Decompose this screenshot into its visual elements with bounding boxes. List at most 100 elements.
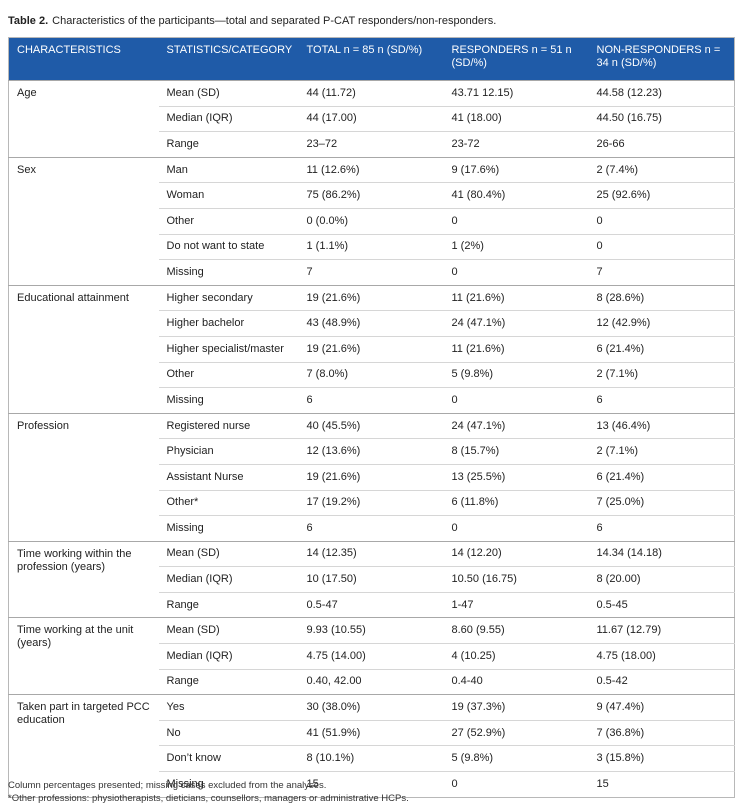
table-row: Physician 12 (13.6%) 8 (15.7%) 2 (7.1%) bbox=[9, 438, 735, 465]
header-cell: CHARACTERISTICS bbox=[8, 37, 159, 81]
group-label: Time working at the unit (years) bbox=[8, 617, 159, 695]
value-cell: 75 (86.2%) bbox=[298, 182, 444, 209]
value-cell: 6 bbox=[588, 515, 735, 542]
category-cell: Higher specialist/master bbox=[158, 335, 299, 363]
category-cell: No bbox=[158, 719, 299, 746]
table-row: Age Mean (SD) 44 (11.72) 43.71 12.15) 44.58 … bbox=[8, 80, 735, 158]
category-cell: Median (IQR) bbox=[158, 643, 299, 670]
table-row: Don’t know 8 (10.1%) 5 (9.8%) 3 (15.8%) bbox=[9, 745, 735, 772]
value-cell: 0 bbox=[588, 233, 735, 260]
value-cell: 10 (17.50) bbox=[298, 566, 444, 593]
table-row: Median (IQR) 4.75 (14.00) 4 (10.25) 4.75 (1… bbox=[9, 643, 735, 670]
header-cell: RESPONDERS n = 51 n (SD/%) bbox=[443, 37, 589, 81]
header-cell: NON-RESPONDERS n = 34 n (SD/%) bbox=[588, 37, 735, 81]
value-cell: 19 (37.3%) bbox=[443, 694, 589, 721]
value-cell: 11.67 (12.79) bbox=[588, 617, 735, 644]
table-row: Range 23–72 23-72 26-66 bbox=[9, 131, 735, 158]
value-cell: 12 (13.6%) bbox=[298, 438, 444, 465]
category-cell: Other bbox=[158, 361, 299, 388]
value-cell: 44.50 (16.75) bbox=[588, 105, 735, 132]
table-row: No 41 (51.9%) 27 (52.9%) 7 (36.8%) bbox=[9, 719, 735, 746]
table-row: Other 0 (0.0%) 0 0 bbox=[9, 207, 735, 235]
category-cell: Range bbox=[158, 591, 299, 618]
category-cell: Don’t know bbox=[158, 745, 299, 772]
value-cell: 40 (45.5%) bbox=[298, 412, 444, 439]
group-label: Profession bbox=[8, 412, 159, 542]
value-cell: 15 bbox=[588, 771, 735, 798]
value-cell: 44.58 (12.23) bbox=[588, 80, 735, 107]
value-cell: 6 (11.8%) bbox=[443, 489, 589, 516]
value-cell: 30 (38.0%) bbox=[298, 694, 444, 721]
value-cell: 0.5-45 bbox=[588, 591, 735, 618]
value-cell: 41 (51.9%) bbox=[298, 719, 444, 746]
table-row: Missing 6 0 6 bbox=[9, 515, 735, 542]
value-cell: 4.75 (14.00) bbox=[298, 643, 444, 670]
category-cell: Assistant Nurse bbox=[158, 463, 299, 490]
value-cell: 2 (7.4%) bbox=[588, 156, 735, 183]
value-cell: 0 bbox=[443, 771, 589, 798]
value-cell: 7 bbox=[298, 259, 444, 286]
category-cell: Missing bbox=[158, 771, 299, 798]
value-cell: 44 (11.72) bbox=[298, 80, 444, 107]
value-cell: 13 (46.4%) bbox=[588, 412, 735, 439]
value-cell: 10.50 (16.75) bbox=[443, 566, 589, 593]
value-cell: 24 (47.1%) bbox=[443, 310, 589, 337]
value-cell: 19 (21.6%) bbox=[298, 463, 444, 490]
value-cell: 7 (8.0%) bbox=[298, 361, 444, 388]
value-cell: 25 (92.6%) bbox=[588, 182, 735, 209]
group-label: Time working within the profession (year… bbox=[8, 540, 159, 618]
value-cell: 0.5-42 bbox=[588, 668, 735, 695]
value-cell: 6 bbox=[588, 387, 735, 414]
table-body: Age Mean (SD) 44 (11.72) 43.71 12.15) 44.58 … bbox=[8, 80, 735, 798]
category-cell: Missing bbox=[158, 515, 299, 542]
value-cell: 9.93 (10.55) bbox=[298, 617, 444, 644]
table-row: Woman 75 (86.2%) 41 (80.4%) 25 (92.6%) bbox=[9, 182, 735, 209]
value-cell: 3 (15.8%) bbox=[588, 745, 735, 772]
value-cell: 0 bbox=[443, 207, 589, 235]
value-cell: 12 (42.9%) bbox=[588, 310, 735, 337]
value-cell: 0.4-40 bbox=[443, 668, 589, 695]
value-cell: 5 (9.8%) bbox=[443, 745, 589, 772]
table-row: Taken part in targeted PCC education Yes 3… bbox=[8, 694, 735, 798]
notes: Column percentages presented; missing ca… bbox=[8, 779, 409, 805]
value-cell: 0 bbox=[443, 515, 589, 542]
value-cell: 41 (80.4%) bbox=[443, 182, 589, 209]
caption-label: Table 2. bbox=[8, 15, 49, 27]
category-cell: Mean (SD) bbox=[158, 540, 299, 567]
value-cell: 9 (17.6%) bbox=[443, 156, 589, 183]
value-cell: 43 (48.9%) bbox=[298, 310, 444, 337]
category-cell: Other bbox=[158, 207, 299, 235]
category-cell: Missing bbox=[158, 387, 299, 414]
value-cell: 23-72 bbox=[443, 131, 589, 158]
category-cell: Median (IQR) bbox=[158, 566, 299, 593]
table-row: Median (IQR) 10 (17.50) 10.50 (16.75) 8 (20… bbox=[9, 566, 735, 593]
value-cell: 8 (28.6%) bbox=[588, 284, 735, 311]
value-cell: 4 (10.25) bbox=[443, 643, 589, 670]
value-cell: 19 (21.6%) bbox=[298, 335, 444, 363]
category-cell: Mean (SD) bbox=[158, 617, 299, 644]
value-cell: 2 (7.1%) bbox=[588, 361, 735, 388]
group-label: Taken part in targeted PCC education bbox=[8, 694, 159, 798]
table-row: Educational attainment Higher secondary 19… bbox=[8, 284, 735, 414]
value-cell: 11 (21.6%) bbox=[443, 284, 589, 311]
value-cell: 14 (12.20) bbox=[443, 540, 589, 567]
value-cell: 4.75 (18.00) bbox=[588, 643, 735, 670]
value-cell: 6 (21.4%) bbox=[588, 463, 735, 490]
table-row: Median (IQR) 44 (17.00) 41 (18.00) 44.50 (1… bbox=[9, 105, 735, 132]
value-cell: 5 (9.8%) bbox=[443, 361, 589, 388]
value-cell: 13 (25.5%) bbox=[443, 463, 589, 490]
value-cell: 7 (36.8%) bbox=[588, 719, 735, 746]
data-table: CHARACTERISTICS STATISTICS/CATEGORY TOTAL … bbox=[8, 37, 735, 798]
table-row: Missing 6 0 6 bbox=[9, 387, 735, 414]
category-cell: Physician bbox=[158, 438, 299, 465]
table-row: Assistant Nurse 19 (21.6%) 13 (25.5%) 6 (21… bbox=[9, 463, 735, 490]
table-row: Do not want to state 1 (1.1%) 1 (2%) 0 bbox=[9, 233, 735, 260]
table-row: Higher specialist/master 19 (21.6%) 11 (21… bbox=[9, 335, 735, 363]
group-label: Age bbox=[8, 80, 159, 158]
value-cell: 8.60 (9.55) bbox=[443, 617, 589, 644]
value-cell: 7 (25.0%) bbox=[588, 489, 735, 516]
table-header: CHARACTERISTICS STATISTICS/CATEGORY TOTAL … bbox=[8, 37, 735, 81]
value-cell: 0 bbox=[443, 259, 589, 286]
value-cell: 24 (47.1%) bbox=[443, 412, 589, 439]
